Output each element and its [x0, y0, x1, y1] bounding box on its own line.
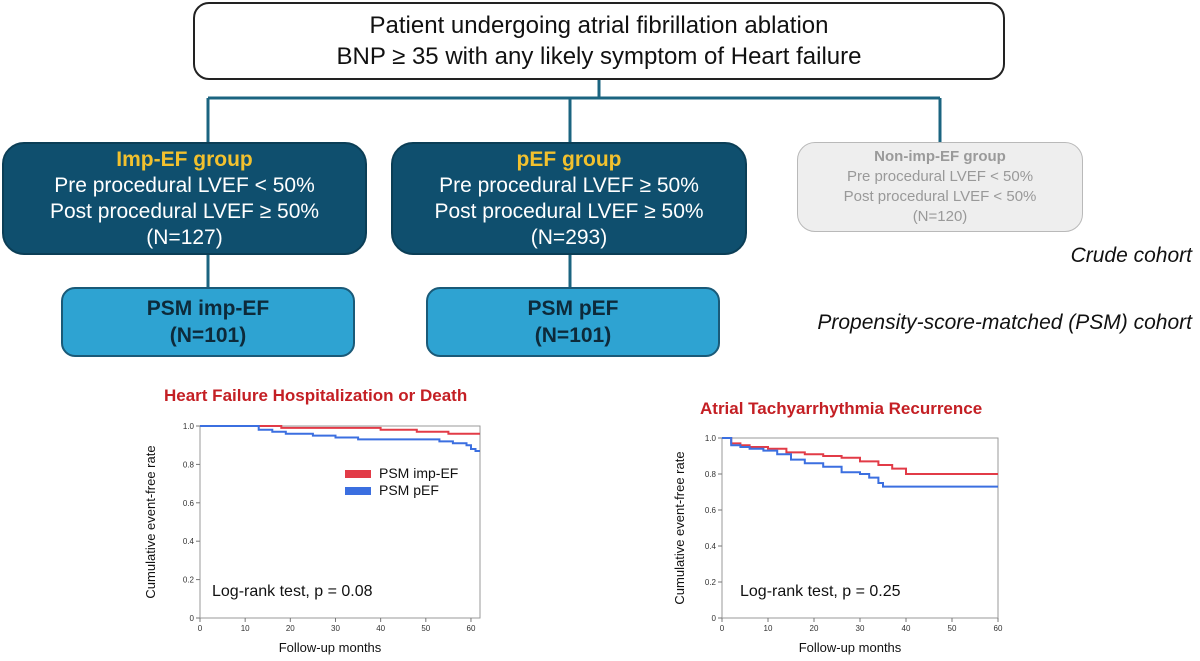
legend-label: PSM pEF	[379, 482, 439, 498]
inclusion-line-2: BNP ≥ 35 with any likely symptom of Hear…	[336, 43, 862, 70]
log-rank-annotation: Log-rank test, p = 0.25	[740, 583, 901, 600]
x-tick-label: 60	[467, 624, 476, 633]
pef-post-lvef: Post procedural LVEF ≥ 50%	[434, 199, 704, 223]
y-tick-label: 0.2	[183, 576, 195, 585]
pef-pre-lvef: Pre procedural LVEF ≥ 50%	[439, 173, 699, 197]
imp-ef-group-box: Imp-EF group Pre procedural LVEF < 50% P…	[2, 142, 367, 255]
y-tick-label: 0	[712, 614, 717, 623]
x-axis-label: Follow-up months	[799, 640, 902, 655]
pef-group-box: pEF group Pre procedural LVEF ≥ 50% Post…	[391, 142, 747, 255]
psm-cohort-label: Propensity-score-matched (PSM) cohort	[817, 311, 1192, 334]
imp-ef-pre-lvef: Pre procedural LVEF < 50%	[54, 173, 315, 197]
series-line-psm-imp-ef	[722, 437, 998, 475]
psm-pef-count: (N=101)	[534, 324, 612, 347]
y-tick-label: 0.6	[705, 506, 717, 515]
imp-ef-post-lvef: Post procedural LVEF ≥ 50%	[49, 199, 320, 223]
chart-1-hf-hospitalization: 0 0.2 0.4 0.6 0.8 1.0 0 10 20 30 40 50 60 Cumulative …	[143, 422, 481, 655]
y-tick-label: 0.6	[183, 499, 195, 508]
x-tick-label: 0	[198, 624, 203, 633]
x-tick-label: 50	[421, 624, 430, 633]
crude-cohort-label: Crude cohort	[1070, 244, 1192, 267]
plot-frame	[199, 425, 481, 619]
imp-ef-count: (N=127)	[146, 225, 223, 249]
x-tick-label: 20	[810, 624, 819, 633]
psm-pef-box: PSM pEF (N=101)	[426, 287, 720, 357]
y-tick-label: 0.4	[183, 537, 195, 546]
y-tick-label: 0.2	[705, 578, 717, 587]
log-rank-annotation: Log-rank test, p = 0.08	[212, 583, 373, 600]
y-tick-label: 0.8	[183, 460, 195, 469]
legend-swatch	[345, 487, 371, 495]
x-tick-label: 10	[764, 624, 773, 633]
x-tick-label: 30	[331, 624, 340, 633]
legend-swatch	[345, 470, 371, 478]
x-tick-label: 0	[720, 624, 725, 633]
series-line-psm-pef	[200, 425, 480, 452]
imp-ef-group-title: Imp-EF group	[116, 147, 253, 171]
psm-imp-ef-box: PSM imp-EF (N=101)	[61, 287, 355, 357]
x-tick-label: 60	[994, 624, 1003, 633]
y-tick-label: 1.0	[183, 422, 195, 431]
x-tick-label: 40	[902, 624, 911, 633]
inclusion-criteria-box: Patient undergoing atrial fibrillation a…	[193, 2, 1005, 80]
non-imp-ef-pre-lvef: Pre procedural LVEF < 50%	[846, 168, 1034, 185]
y-axis-label: Cumulative event-free rate	[672, 451, 687, 604]
x-axis-label: Follow-up months	[279, 640, 382, 655]
chart-2-title: Atrial Tachyarrhythmia Recurrence	[700, 399, 983, 418]
y-axis-label: Cumulative event-free rate	[143, 445, 158, 598]
y-tick-label: 0.4	[705, 542, 717, 551]
legend-label: PSM imp-EF	[379, 465, 458, 481]
x-tick-label: 30	[856, 624, 865, 633]
y-tick-label: 1.0	[705, 434, 717, 443]
series-line-psm-imp-ef	[200, 425, 480, 435]
non-imp-ef-count: (N=120)	[912, 208, 968, 225]
series-line-psm-pef	[722, 437, 998, 488]
x-tick-label: 50	[948, 624, 957, 633]
non-imp-ef-group-box: Non-imp-EF group Pre procedural LVEF < 5…	[797, 142, 1083, 232]
x-tick-label: 20	[286, 624, 295, 633]
non-imp-ef-group-title: Non-imp-EF group	[874, 148, 1006, 165]
pef-count: (N=293)	[530, 225, 608, 249]
y-tick-label: 0	[190, 614, 195, 623]
non-imp-ef-post-lvef: Post procedural LVEF < 50%	[843, 188, 1037, 205]
x-tick-label: 10	[241, 624, 250, 633]
inclusion-line-1: Patient undergoing atrial fibrillation a…	[369, 12, 829, 39]
psm-imp-ef-title: PSM imp-EF	[146, 297, 270, 320]
pef-group-title: pEF group	[516, 147, 622, 171]
psm-pef-title: PSM pEF	[527, 297, 619, 320]
x-tick-label: 40	[376, 624, 385, 633]
chart-1-title: Heart Failure Hospitalization or Death	[164, 386, 468, 405]
y-tick-label: 0.8	[705, 470, 717, 479]
chart-2-atrial-recurrence: 0 0.2 0.4 0.6 0.8 1.0 0 10 20 30 40 50 60 Cumulative …	[672, 434, 1003, 655]
psm-imp-ef-count: (N=101)	[169, 324, 247, 347]
